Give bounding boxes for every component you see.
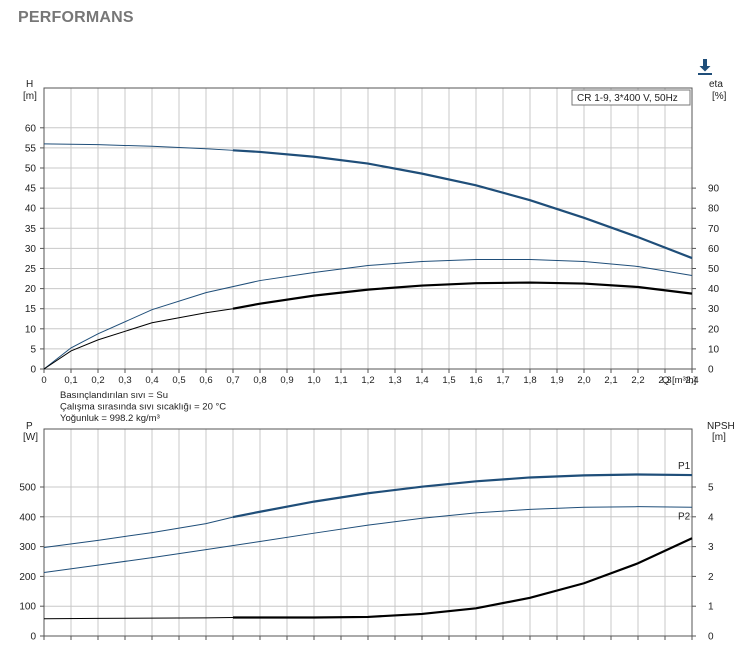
x-tick-label: 1,8 [523, 375, 536, 386]
x-tick-label: 1,0 [307, 375, 320, 386]
y-axis-label: P [26, 421, 33, 432]
y2-tick-label: 4 [708, 512, 714, 523]
x-tick-label: 1,2 [361, 375, 374, 386]
series-label: P1 [678, 461, 691, 472]
y-tick-label: 55 [25, 143, 37, 154]
y-tick-label: 45 [25, 184, 37, 195]
y2-tick-label: 70 [708, 224, 720, 235]
page-title: PERFORMANS [18, 9, 134, 26]
y-tick-label: 300 [19, 542, 36, 553]
y-tick-label: 20 [25, 284, 37, 295]
x-tick-label: 1,1 [334, 375, 347, 386]
y2-tick-label: 40 [708, 284, 720, 295]
legend-text: CR 1-9, 3*400 V, 50Hz [577, 93, 678, 104]
x-tick-label: 0 [41, 375, 46, 386]
series-line [43, 506, 693, 574]
plot-frame [43, 87, 693, 370]
y-tick-label: 0 [30, 365, 36, 376]
y2-tick-label: 50 [708, 264, 720, 275]
y-axis-label: H [26, 79, 33, 90]
x-tick-label: 1,5 [442, 375, 455, 386]
x-tick-label: 0,4 [145, 375, 158, 386]
y2-tick-label: 10 [708, 344, 720, 355]
y-tick-label: 40 [25, 204, 37, 215]
x-tick-label: 0,2 [91, 375, 104, 386]
x-tick-label: 2,2 [631, 375, 644, 386]
x-tick-label: 1,9 [550, 375, 563, 386]
y2-axis-label: NPSH [707, 421, 735, 432]
legend-box [571, 89, 691, 106]
y-tick-label: 35 [25, 224, 37, 235]
x-tick-label: 2,4 [685, 375, 698, 386]
y-tick-label: 0 [30, 632, 36, 643]
y-tick-label: 5 [30, 344, 36, 355]
x-tick-label: 1,6 [469, 375, 482, 386]
x-tick-label: 2,3 [658, 375, 671, 386]
x-tick-label: 0,9 [280, 375, 293, 386]
x-tick-label: 1,7 [496, 375, 509, 386]
x-tick-label: 0,7 [226, 375, 239, 386]
x-tick-label: 0,8 [253, 375, 266, 386]
x-tick-label: 0,3 [118, 375, 131, 386]
y2-tick-label: 0 [708, 365, 714, 376]
y2-tick-label: 5 [708, 483, 714, 494]
y-tick-label: 100 [19, 602, 36, 613]
x-tick-label: 1,3 [388, 375, 401, 386]
x-tick-label: 2,0 [577, 375, 590, 386]
series-line-operating [232, 281, 693, 310]
y-axis-unit: [m] [23, 91, 37, 102]
x-axis-label: Q [m³/h] [662, 375, 696, 386]
x-tick-label: 0,1 [64, 375, 77, 386]
y2-tick-label: 3 [708, 542, 714, 553]
y-tick-label: 400 [19, 512, 36, 523]
y-tick-label: 50 [25, 164, 37, 175]
y-tick-label: 25 [25, 264, 37, 275]
y2-tick-label: 80 [708, 204, 720, 215]
fluid-annotation: Çalışma sırasında sıvı sıcaklığı = 20 °C [60, 402, 226, 413]
y-tick-label: 500 [19, 483, 36, 494]
x-tick-label: 1,4 [415, 375, 428, 386]
y2-tick-label: 30 [708, 304, 720, 315]
y-tick-label: 10 [25, 324, 37, 335]
y-axis-unit: [W] [23, 432, 38, 443]
series-line-operating [232, 149, 693, 260]
y2-tick-label: 90 [708, 184, 720, 195]
y-tick-label: 200 [19, 572, 36, 583]
y2-tick-label: 2 [708, 572, 714, 583]
y2-axis-unit: [%] [712, 91, 727, 102]
fluid-annotation: Yoğunluk = 998.2 kg/m³ [60, 413, 160, 424]
y2-axis-label: eta [709, 79, 723, 90]
series-line-operating [233, 537, 693, 619]
y2-tick-label: 20 [708, 324, 720, 335]
y2-tick-label: 0 [708, 632, 714, 643]
download-icon[interactable] [697, 58, 713, 76]
fluid-annotation: Basınçlandırılan sıvı = Su [60, 390, 168, 401]
series-line [43, 258, 693, 370]
y2-axis-unit: [m] [712, 432, 726, 443]
y2-tick-label: 1 [708, 602, 714, 613]
y-tick-label: 15 [25, 304, 37, 315]
x-tick-label: 0,6 [199, 375, 212, 386]
y2-tick-label: 60 [708, 244, 720, 255]
series-line-operating [232, 473, 693, 519]
y-tick-label: 60 [25, 123, 37, 134]
plot-frame [43, 428, 693, 637]
x-tick-label: 2,1 [604, 375, 617, 386]
x-tick-label: 0,5 [172, 375, 185, 386]
y-tick-label: 30 [25, 244, 37, 255]
series-label: P2 [678, 511, 691, 522]
